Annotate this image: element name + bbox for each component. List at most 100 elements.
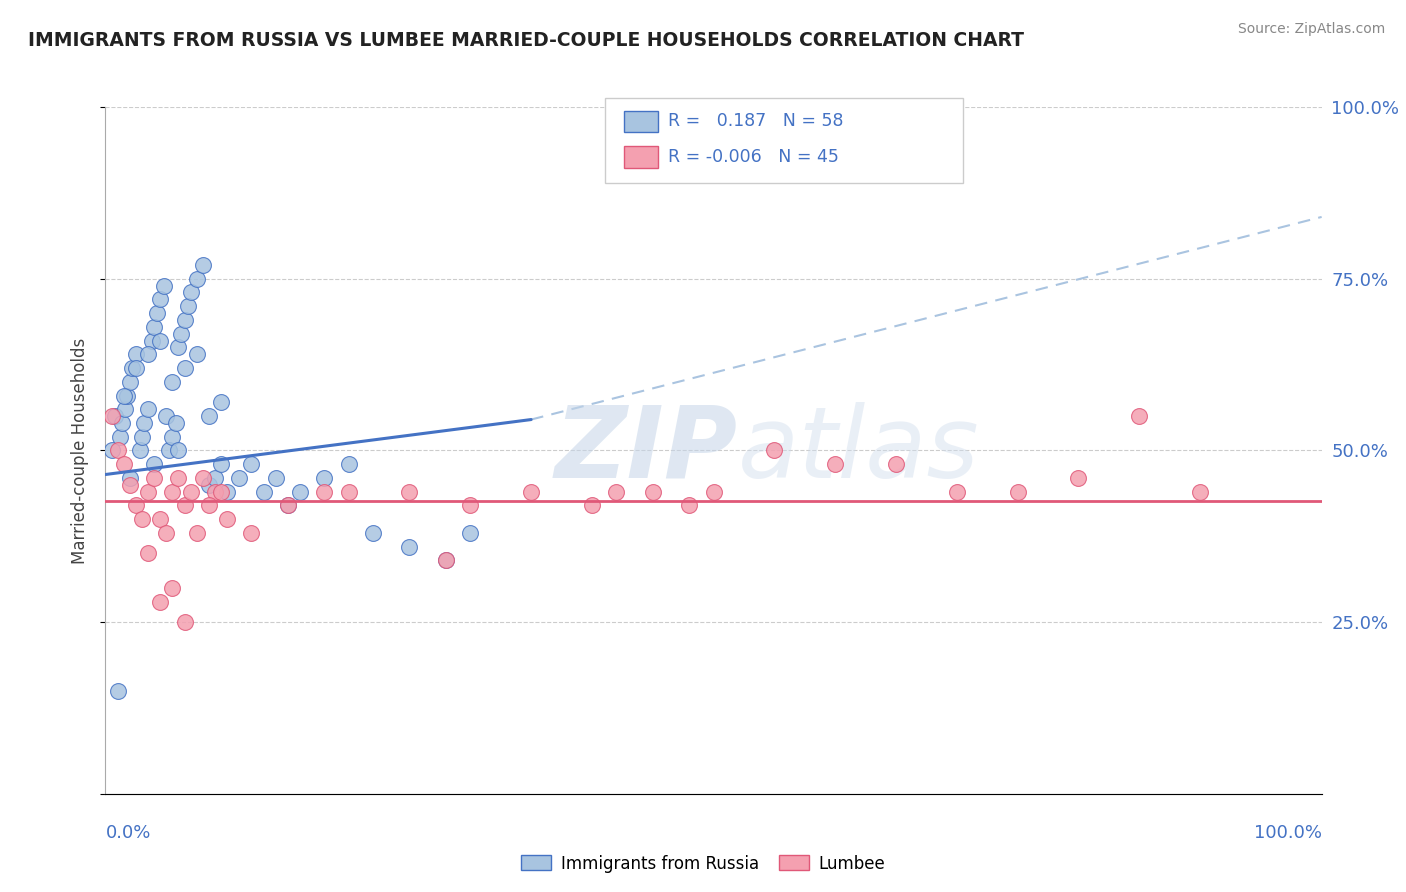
Point xyxy=(162,484,184,499)
Point xyxy=(702,484,725,499)
Text: 0.0%: 0.0% xyxy=(105,824,150,842)
Text: Source: ZipAtlas.com: Source: ZipAtlas.com xyxy=(1237,22,1385,37)
Point xyxy=(143,471,166,485)
Point xyxy=(145,306,167,320)
Point xyxy=(170,326,193,341)
Point xyxy=(209,457,232,471)
Point xyxy=(131,512,153,526)
Point xyxy=(277,499,299,513)
Point xyxy=(141,334,163,348)
Point xyxy=(143,457,166,471)
Point xyxy=(180,285,202,300)
Y-axis label: Married-couple Households: Married-couple Households xyxy=(72,337,90,564)
Point xyxy=(191,471,214,485)
Point xyxy=(252,484,274,499)
Point xyxy=(167,443,190,458)
Point xyxy=(121,361,143,376)
Point xyxy=(209,484,232,499)
Point xyxy=(136,402,159,417)
Point xyxy=(153,278,176,293)
Point xyxy=(458,499,481,513)
Legend: Immigrants from Russia, Lumbee: Immigrants from Russia, Lumbee xyxy=(515,848,891,880)
Point xyxy=(149,293,172,307)
Point xyxy=(186,271,208,285)
Point xyxy=(173,615,195,630)
Point xyxy=(112,457,135,471)
Point xyxy=(149,512,172,526)
Point xyxy=(177,299,200,313)
Text: R =   0.187   N = 58: R = 0.187 N = 58 xyxy=(668,112,844,130)
Point xyxy=(361,525,384,540)
Point xyxy=(314,484,336,499)
Point xyxy=(118,471,141,485)
Point xyxy=(162,581,184,595)
Point xyxy=(198,409,221,423)
Point xyxy=(112,388,135,402)
Point xyxy=(186,347,208,361)
Point xyxy=(264,471,287,485)
Point xyxy=(204,484,226,499)
Point xyxy=(288,484,311,499)
Point xyxy=(1007,484,1029,499)
Point xyxy=(173,361,195,376)
Point xyxy=(125,499,148,513)
Point xyxy=(398,540,420,554)
Point xyxy=(107,443,129,458)
Point xyxy=(605,484,627,499)
Point xyxy=(240,457,263,471)
Point xyxy=(434,553,457,567)
Point xyxy=(167,340,190,354)
Point xyxy=(100,409,122,423)
Point xyxy=(162,430,184,444)
Point xyxy=(398,484,420,499)
Point xyxy=(209,395,232,409)
Point xyxy=(149,334,172,348)
Point xyxy=(155,409,177,423)
Point xyxy=(162,375,184,389)
Point xyxy=(824,457,846,471)
Point xyxy=(337,457,360,471)
Point xyxy=(117,388,139,402)
Point xyxy=(337,484,360,499)
Point xyxy=(134,416,156,430)
Point xyxy=(165,416,187,430)
Point xyxy=(884,457,907,471)
Point xyxy=(581,499,603,513)
Point xyxy=(173,499,195,513)
Point xyxy=(277,499,299,513)
Point xyxy=(763,443,786,458)
Point xyxy=(458,525,481,540)
Point xyxy=(520,484,543,499)
Point xyxy=(228,471,250,485)
Text: atlas: atlas xyxy=(738,402,980,499)
Point xyxy=(1128,409,1150,423)
Point xyxy=(678,499,700,513)
Point xyxy=(204,471,226,485)
Point xyxy=(198,499,221,513)
Point xyxy=(125,347,148,361)
Point xyxy=(198,478,221,492)
Point xyxy=(136,546,159,561)
Point xyxy=(1067,471,1090,485)
Point xyxy=(128,443,150,458)
Point xyxy=(107,683,129,698)
Point xyxy=(111,416,134,430)
Point xyxy=(173,313,195,327)
Text: ZIP: ZIP xyxy=(555,402,738,499)
Point xyxy=(143,319,166,334)
Point xyxy=(136,347,159,361)
Point xyxy=(104,409,127,423)
Point xyxy=(125,361,148,376)
Point xyxy=(945,484,967,499)
Point xyxy=(240,525,263,540)
Text: IMMIGRANTS FROM RUSSIA VS LUMBEE MARRIED-COUPLE HOUSEHOLDS CORRELATION CHART: IMMIGRANTS FROM RUSSIA VS LUMBEE MARRIED… xyxy=(28,31,1024,50)
Point xyxy=(118,375,141,389)
Point xyxy=(1189,484,1212,499)
Point xyxy=(314,471,336,485)
Point xyxy=(191,258,214,272)
Text: R = -0.006   N = 45: R = -0.006 N = 45 xyxy=(668,148,839,166)
Point xyxy=(157,443,180,458)
Point xyxy=(149,594,172,608)
Point xyxy=(180,484,202,499)
Text: 100.0%: 100.0% xyxy=(1254,824,1322,842)
